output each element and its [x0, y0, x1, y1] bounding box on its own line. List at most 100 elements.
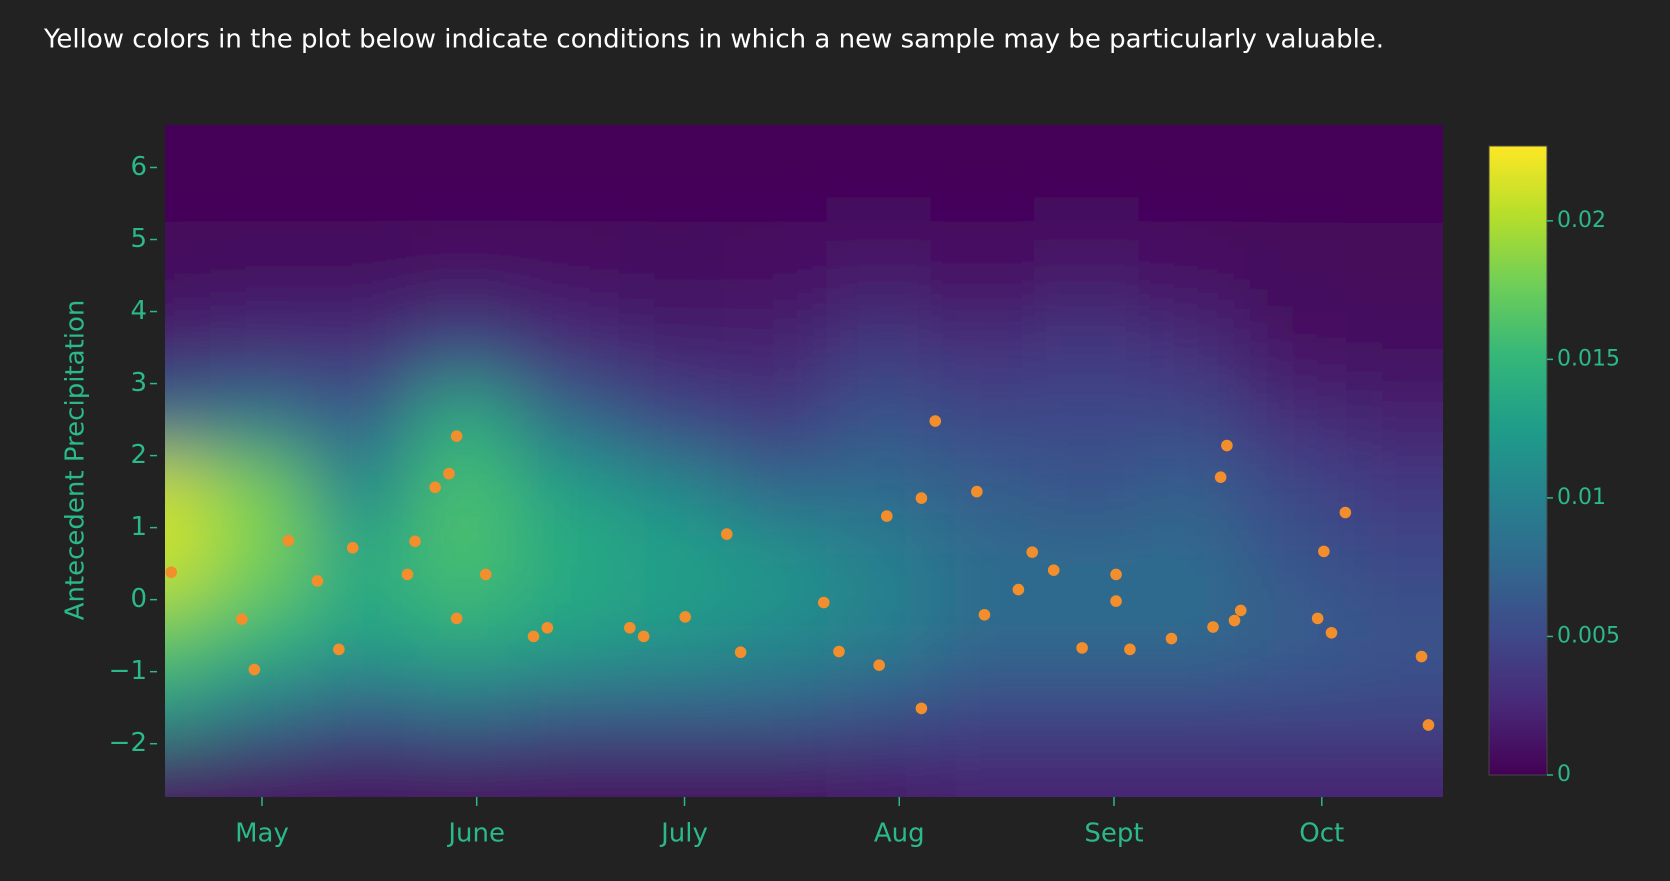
sample-point — [679, 611, 692, 623]
heatmap-cell — [1138, 743, 1244, 797]
heatmap-cell — [618, 527, 724, 601]
heatmap-cell — [410, 599, 516, 673]
heatmap-cell — [1034, 671, 1140, 745]
sample-point — [1165, 632, 1178, 645]
y-tick-label: 1 — [130, 512, 147, 542]
heatmap-cell — [165, 455, 212, 529]
heatmap-cell — [165, 671, 212, 745]
sample-point — [1228, 614, 1241, 627]
heatmap-cell — [826, 221, 932, 313]
sample-point — [401, 568, 414, 581]
heatmap-cell — [514, 221, 620, 313]
heatmap-cell — [826, 671, 932, 745]
heatmap-cell — [618, 599, 724, 673]
sample-point — [1422, 719, 1435, 731]
heatmap-cell — [410, 125, 516, 223]
sample-point — [165, 566, 178, 579]
sample-point — [1339, 506, 1352, 519]
heatmap-cell — [307, 125, 412, 223]
heatmap-cell — [307, 527, 412, 601]
y-tick-label: 4 — [130, 296, 147, 326]
heatmap-cell — [1034, 383, 1140, 457]
sample-point — [1318, 545, 1330, 558]
heatmap-cell — [722, 221, 828, 313]
sample-point — [1110, 595, 1122, 607]
sample-point — [1415, 650, 1428, 663]
sample-point — [346, 541, 359, 554]
heatmap-cell — [210, 455, 308, 529]
y-tick-label: 6 — [130, 152, 147, 182]
sample-point — [734, 646, 747, 659]
heatmap-cell — [165, 743, 212, 797]
colorbar-tick-label: 0.015 — [1557, 346, 1620, 371]
sample-point — [1234, 604, 1247, 617]
sample-point — [479, 568, 492, 581]
heatmap-cell — [1346, 743, 1443, 797]
sample-point — [833, 645, 845, 658]
heatmap-cell — [1346, 671, 1443, 745]
heatmap-cell — [410, 383, 516, 457]
sample-point — [873, 659, 885, 671]
heatmap-cell — [722, 383, 828, 457]
heatmap-cell — [210, 383, 308, 457]
heatmap-cell — [722, 125, 828, 223]
x-tick-label: Sept — [1084, 819, 1143, 849]
heatmap-cell — [1034, 221, 1140, 313]
y-axis-label: Antecedent Precipitation — [61, 300, 91, 621]
heatmap-cell — [1242, 671, 1348, 745]
sample-point — [1124, 643, 1136, 656]
sample-point — [282, 534, 295, 547]
heatmap-cell — [826, 311, 932, 385]
sample-point — [1311, 612, 1324, 625]
heatmap-cell — [514, 527, 620, 601]
heatmap-cell — [826, 455, 932, 529]
heatmap-cell — [930, 383, 1036, 457]
heatmap-cell — [514, 125, 620, 223]
heatmap-cell — [826, 125, 932, 223]
sample-point — [429, 481, 441, 494]
heatmap-cell — [210, 671, 308, 745]
y-tick-label: 5 — [130, 224, 147, 254]
heatmap-cell — [514, 311, 620, 385]
heatmap-cell — [410, 221, 516, 313]
heatmap-cell — [1138, 125, 1244, 223]
sample-point — [248, 663, 261, 676]
heatmap-cell — [930, 311, 1036, 385]
heatmap-cell — [1242, 311, 1348, 385]
y-tick-label: −1 — [109, 656, 147, 686]
heatmap-cell — [1346, 311, 1443, 385]
sample-point — [915, 702, 928, 715]
sample-point — [1012, 583, 1025, 596]
sample-point — [1076, 642, 1088, 654]
heatmap-cell — [722, 743, 828, 797]
heatmap-cell — [722, 527, 828, 601]
heatmap-cell — [1242, 383, 1348, 457]
sample-point — [978, 608, 991, 621]
heatmap-cell — [307, 383, 412, 457]
heatmap-cell — [1242, 125, 1348, 223]
colorbar — [1488, 145, 1548, 776]
heatmap-cell — [1138, 221, 1244, 313]
heatmap-cell — [722, 311, 828, 385]
heatmap-cell — [1138, 455, 1244, 529]
heatmap-cell — [1346, 527, 1443, 601]
heatmap-cell — [165, 383, 212, 457]
colorbar-tick-label: 0.02 — [1557, 208, 1606, 233]
heatmap-cell — [618, 221, 724, 313]
heatmap-cell — [930, 125, 1036, 223]
sample-point — [1110, 568, 1122, 581]
heatmap-cell — [210, 311, 308, 385]
heatmap-cell — [210, 599, 308, 673]
heatmap-cell — [618, 125, 724, 223]
heatmap-cell — [165, 527, 212, 601]
sample-point — [971, 485, 983, 498]
sample-point — [333, 643, 345, 656]
sample-point — [527, 630, 540, 643]
sample-point — [541, 621, 554, 634]
heatmap-cell — [826, 383, 932, 457]
sample-point — [443, 467, 455, 480]
heatmap-cell — [410, 455, 516, 529]
heatmap-cell — [1138, 311, 1244, 385]
sample-point — [1207, 621, 1219, 633]
sample-point — [623, 621, 636, 634]
